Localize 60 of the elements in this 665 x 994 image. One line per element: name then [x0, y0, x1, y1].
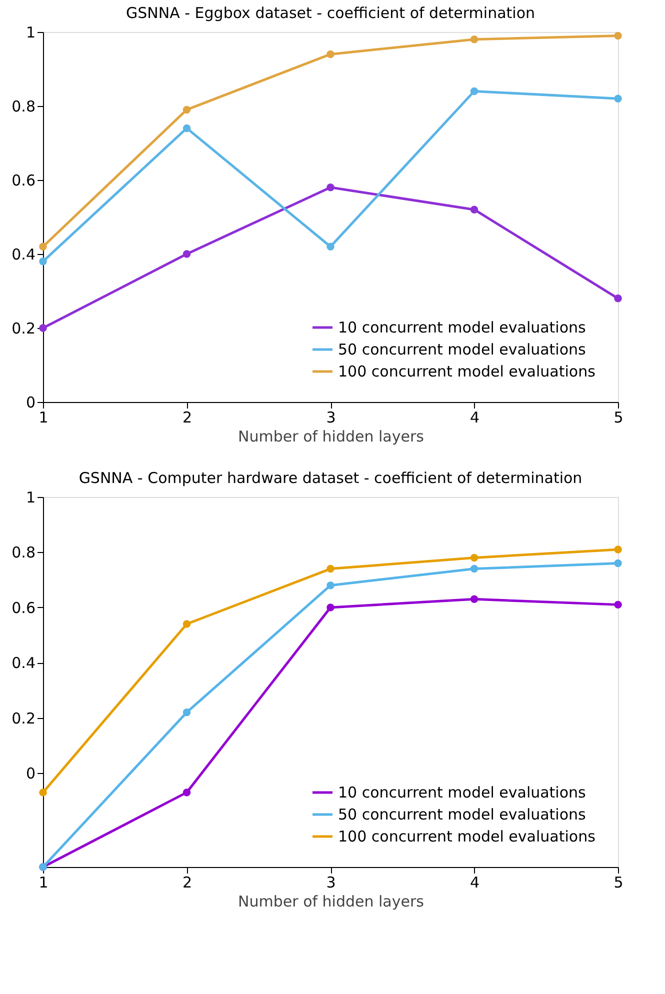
- chart-title: GSNNA - Computer hardware dataset - coefficient of determination: [78, 469, 582, 487]
- x-tick-label: 5: [614, 874, 624, 892]
- y-tick-label: 0: [26, 764, 36, 783]
- legend-label: 10 concurrent model evaluations: [338, 318, 586, 336]
- point: [39, 788, 47, 796]
- point: [614, 559, 622, 568]
- x-tick-label: 4: [470, 874, 480, 892]
- legend-label: 100 concurrent model evaluations: [338, 362, 596, 380]
- y-tick-label: 0.8: [12, 98, 36, 116]
- point: [614, 32, 622, 40]
- y-tick-label: 0: [26, 394, 36, 412]
- y-tick-label: 0.4: [12, 246, 36, 264]
- legend-label: 100 concurrent model evaluations: [338, 828, 596, 846]
- point: [614, 600, 622, 609]
- point: [470, 564, 478, 573]
- x-tick-label: 2: [182, 408, 192, 426]
- point: [182, 250, 191, 258]
- point: [39, 324, 47, 332]
- y-tick-label: 0.4: [12, 654, 36, 672]
- y-tick-label: 1: [26, 488, 36, 506]
- y-tick-label: 0.2: [12, 320, 36, 338]
- point: [326, 50, 334, 58]
- y-tick-label: 0.6: [12, 172, 36, 190]
- point: [614, 294, 622, 302]
- point: [39, 242, 47, 250]
- legend-label: 50 concurrent model evaluations: [338, 340, 586, 358]
- point: [326, 184, 334, 192]
- point: [326, 564, 334, 573]
- x-tick-label: 1: [38, 874, 48, 892]
- point: [614, 94, 622, 102]
- x-axis-title: Number of hidden layers: [238, 892, 424, 910]
- point: [470, 595, 478, 604]
- x-tick-label: 2: [182, 874, 192, 892]
- point: [470, 36, 478, 44]
- point: [326, 581, 334, 590]
- x-tick-label: 3: [326, 408, 336, 426]
- legend-label: 50 concurrent model evaluations: [338, 806, 586, 824]
- y-tick-label: 0.8: [12, 544, 36, 562]
- x-tick-label: 3: [326, 874, 336, 892]
- point: [470, 206, 478, 214]
- legend-label: 10 concurrent model evaluations: [338, 784, 586, 802]
- x-tick-label: 5: [614, 408, 624, 426]
- x-tick-label: 4: [470, 408, 480, 426]
- y-tick-label: 0.6: [12, 598, 36, 617]
- point: [182, 788, 191, 796]
- point: [39, 258, 47, 266]
- point: [326, 604, 334, 612]
- point: [182, 124, 191, 132]
- point: [182, 620, 191, 628]
- y-tick-label: 0.2: [12, 709, 36, 728]
- point: [470, 554, 478, 562]
- x-axis-title: Number of hidden layers: [238, 428, 424, 446]
- y-tick-label: 1: [26, 24, 36, 42]
- point: [182, 708, 191, 716]
- point: [326, 242, 334, 250]
- chart-title: GSNNA - Eggbox dataset - coefficient of determination: [126, 4, 536, 22]
- point: [614, 546, 622, 554]
- point: [470, 87, 478, 96]
- x-tick-label: 1: [38, 408, 48, 426]
- point: [182, 106, 191, 114]
